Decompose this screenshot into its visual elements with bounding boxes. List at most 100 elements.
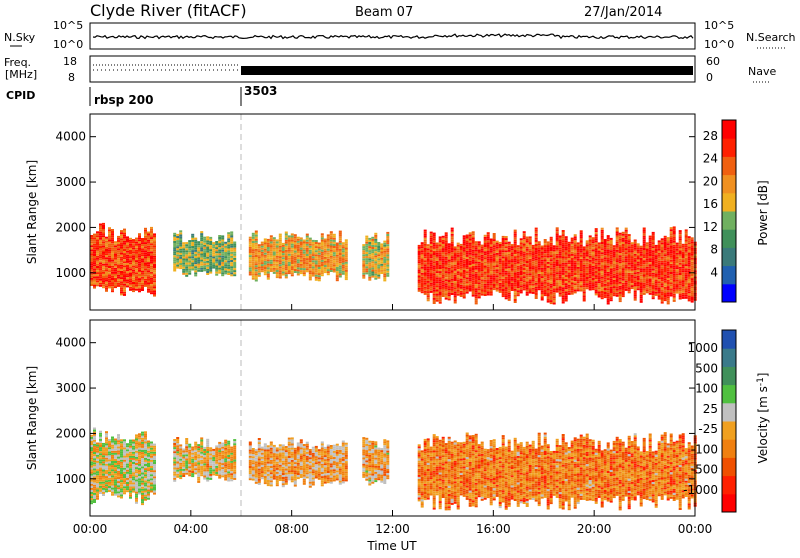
heatmap-cell (682, 277, 685, 279)
heatmap-cell (631, 250, 634, 252)
heatmap-cell (111, 241, 114, 243)
heatmap-cell (294, 247, 297, 249)
heatmap-cell (99, 482, 102, 484)
heatmap-cell (433, 263, 436, 265)
heatmap-cell (182, 242, 185, 244)
heatmap-cell (607, 278, 610, 280)
heatmap-cell (433, 296, 436, 298)
heatmap-cell (466, 245, 469, 247)
heatmap-cell (595, 277, 598, 279)
heatmap-cell (138, 280, 141, 282)
heatmap-cell (589, 254, 592, 256)
heatmap-cell (520, 238, 523, 240)
heatmap-cell (339, 255, 342, 257)
heatmap-cell (224, 266, 227, 268)
heatmap-cell (439, 300, 442, 302)
heatmap-cell (526, 269, 529, 271)
heatmap-cell (111, 258, 114, 260)
heatmap-cell (333, 238, 336, 240)
heatmap-cell (514, 266, 517, 268)
heatmap-cell (258, 265, 261, 267)
heatmap-cell (336, 251, 339, 253)
heatmap-cell (339, 245, 342, 247)
heatmap-cell (457, 288, 460, 290)
heatmap-cell (224, 264, 227, 266)
heatmap-cell (102, 486, 105, 488)
heatmap-cell (362, 252, 365, 254)
heatmap-cell (424, 238, 427, 240)
heatmap-cell (520, 275, 523, 277)
heatmap-cell (233, 242, 236, 244)
heatmap-cell (664, 262, 667, 264)
heatmap-cell (182, 248, 185, 250)
heatmap-cell (297, 263, 300, 265)
heatmap-cell (505, 265, 508, 267)
heatmap-cell (111, 278, 114, 280)
heatmap-cell (652, 285, 655, 287)
heatmap-cell (598, 255, 601, 257)
heatmap-cell (664, 240, 667, 242)
heatmap-cell (285, 250, 288, 252)
heatmap-cell (300, 237, 303, 239)
heatmap-cell (218, 251, 221, 253)
heatmap-cell (312, 244, 315, 246)
heatmap-cell (628, 289, 631, 291)
heatmap-cell (625, 238, 628, 240)
heatmap-cell (646, 267, 649, 269)
heatmap-cell (433, 298, 436, 300)
heatmap-cell (285, 234, 288, 236)
heatmap-cell (111, 229, 114, 231)
heatmap-cell (282, 257, 285, 259)
heatmap-cell (318, 243, 321, 245)
heatmap-cell (330, 248, 333, 250)
heatmap-cell (463, 292, 466, 294)
heatmap-cell (93, 448, 96, 450)
heatmap-cell (562, 279, 565, 281)
heatmap-cell (365, 270, 368, 272)
heatmap-cell (427, 267, 430, 269)
heatmap-cell (688, 261, 691, 263)
heatmap-cell (562, 253, 565, 255)
heatmap-cell (430, 289, 433, 291)
heatmap-cell (529, 265, 532, 267)
heatmap-cell (529, 292, 532, 294)
heatmap-cell (496, 259, 499, 261)
heatmap-cell (176, 267, 179, 269)
heatmap-cell (185, 261, 188, 263)
heatmap-cell (565, 242, 568, 244)
heatmap-cell (330, 268, 333, 270)
heatmap-cell (664, 236, 667, 238)
heatmap-cell (309, 248, 312, 250)
heatmap-cell (126, 445, 129, 447)
heatmap-cell (562, 257, 565, 259)
heatmap-cell (132, 282, 135, 284)
heatmap-cell (646, 246, 649, 248)
heatmap-cell (330, 231, 333, 233)
heatmap-cell (466, 281, 469, 283)
heatmap-cell (673, 235, 676, 237)
heatmap-cell (523, 272, 526, 274)
heatmap-cell (532, 265, 535, 267)
heatmap-cell (673, 263, 676, 265)
heatmap-cell (673, 249, 676, 251)
heatmap-cell (568, 244, 571, 246)
heatmap-cell (517, 288, 520, 290)
heatmap-cell (327, 271, 330, 273)
heatmap-cell (345, 258, 348, 260)
heatmap-cell (607, 282, 610, 284)
heatmap-cell (550, 251, 553, 253)
heatmap-cell (514, 273, 517, 275)
heatmap-cell (670, 250, 673, 252)
heatmap-cell (267, 270, 270, 272)
heatmap-cell (484, 286, 487, 288)
heatmap-cell (436, 273, 439, 275)
heatmap-cell (173, 249, 176, 251)
heatmap-cell (197, 243, 200, 245)
heatmap-cell (445, 294, 448, 296)
heatmap-cell (147, 250, 150, 252)
heatmap-cell (197, 251, 200, 253)
heatmap-cell (96, 272, 99, 274)
heatmap-cell (255, 265, 258, 267)
heatmap-cell (499, 264, 502, 266)
heatmap-cell (126, 447, 129, 449)
